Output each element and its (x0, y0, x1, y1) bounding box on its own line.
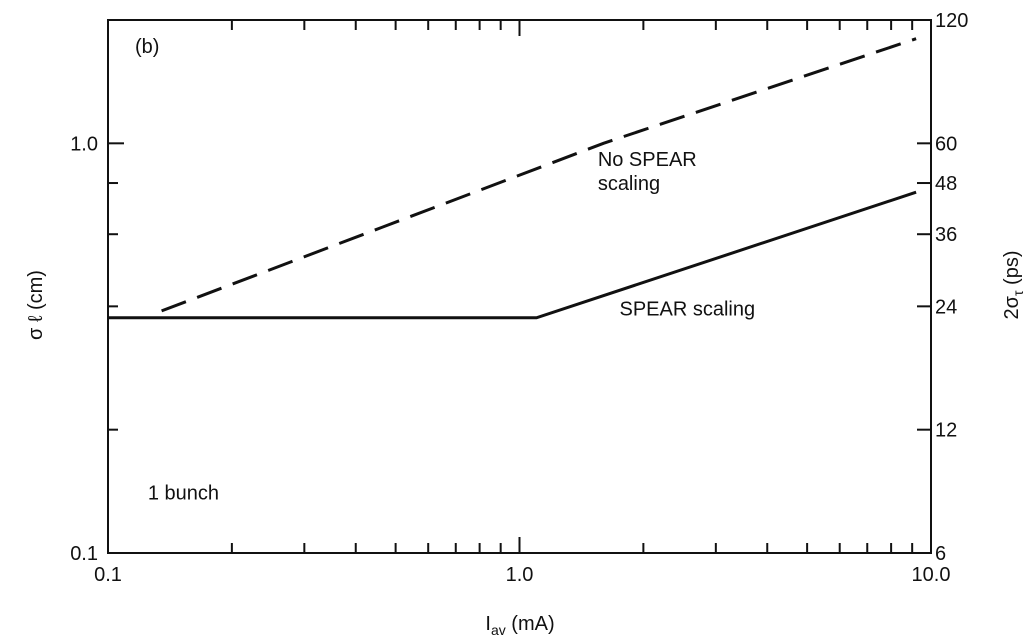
plot-frame (107, 19, 932, 554)
series (108, 37, 917, 320)
y-tick-label-right: 48 (935, 173, 957, 195)
annotation: 1 bunch (148, 483, 219, 505)
y-tick-label-left: 1.0 (70, 133, 98, 155)
y-tick-label-right: 60 (935, 133, 957, 155)
y-axis-title-left: σ ℓ (cm) (25, 270, 47, 340)
annotations: No SPEAR scaling SPEAR scaling 1 bunch (148, 149, 755, 505)
y-axis-title-right-sub: τ (1010, 290, 1026, 296)
y-tick-label-right: 36 (935, 224, 957, 246)
y-axis-title-right-base: 2σ (1001, 295, 1023, 319)
annotation-line: SPEAR scaling (620, 298, 756, 320)
x-axis-title-base: I (485, 613, 491, 635)
y-axis-title-right-unit: (ps) (1001, 251, 1023, 291)
annotation-line: No SPEAR (598, 149, 697, 171)
x-tick-label: 1.0 (506, 564, 534, 586)
annotation-line: 1 bunch (148, 483, 219, 505)
x-axis-title-sub: av (491, 622, 506, 638)
y-tick-label-left: 0.1 (70, 543, 98, 565)
y-tick-label-right: 12 (935, 420, 957, 442)
panel-label: (b) (135, 36, 159, 58)
y-tick-label-right: 24 (935, 296, 957, 318)
tick-labels: 0.1 1.0 10.0 0.1 1.0 6 12 24 36 48 60 120 (70, 10, 968, 586)
x-tick-label: 10.0 (912, 564, 951, 586)
y-tick-label-right: 120 (935, 10, 968, 32)
x-axis-title: Iav (mA) (485, 613, 554, 638)
y-tick-label-right: 6 (935, 543, 946, 565)
annotation: No SPEAR scaling (598, 149, 697, 195)
y-axis-title-right: 2στ (ps) (1001, 251, 1026, 320)
annotation: SPEAR scaling (620, 298, 756, 320)
no-spear-scaling-line (161, 37, 917, 313)
x-tick-label: 0.1 (94, 564, 122, 586)
annotation-line: scaling (598, 173, 660, 195)
ticks (107, 19, 931, 554)
x-axis-title-unit: (mA) (506, 613, 555, 635)
spear-scaling-line (108, 190, 917, 320)
